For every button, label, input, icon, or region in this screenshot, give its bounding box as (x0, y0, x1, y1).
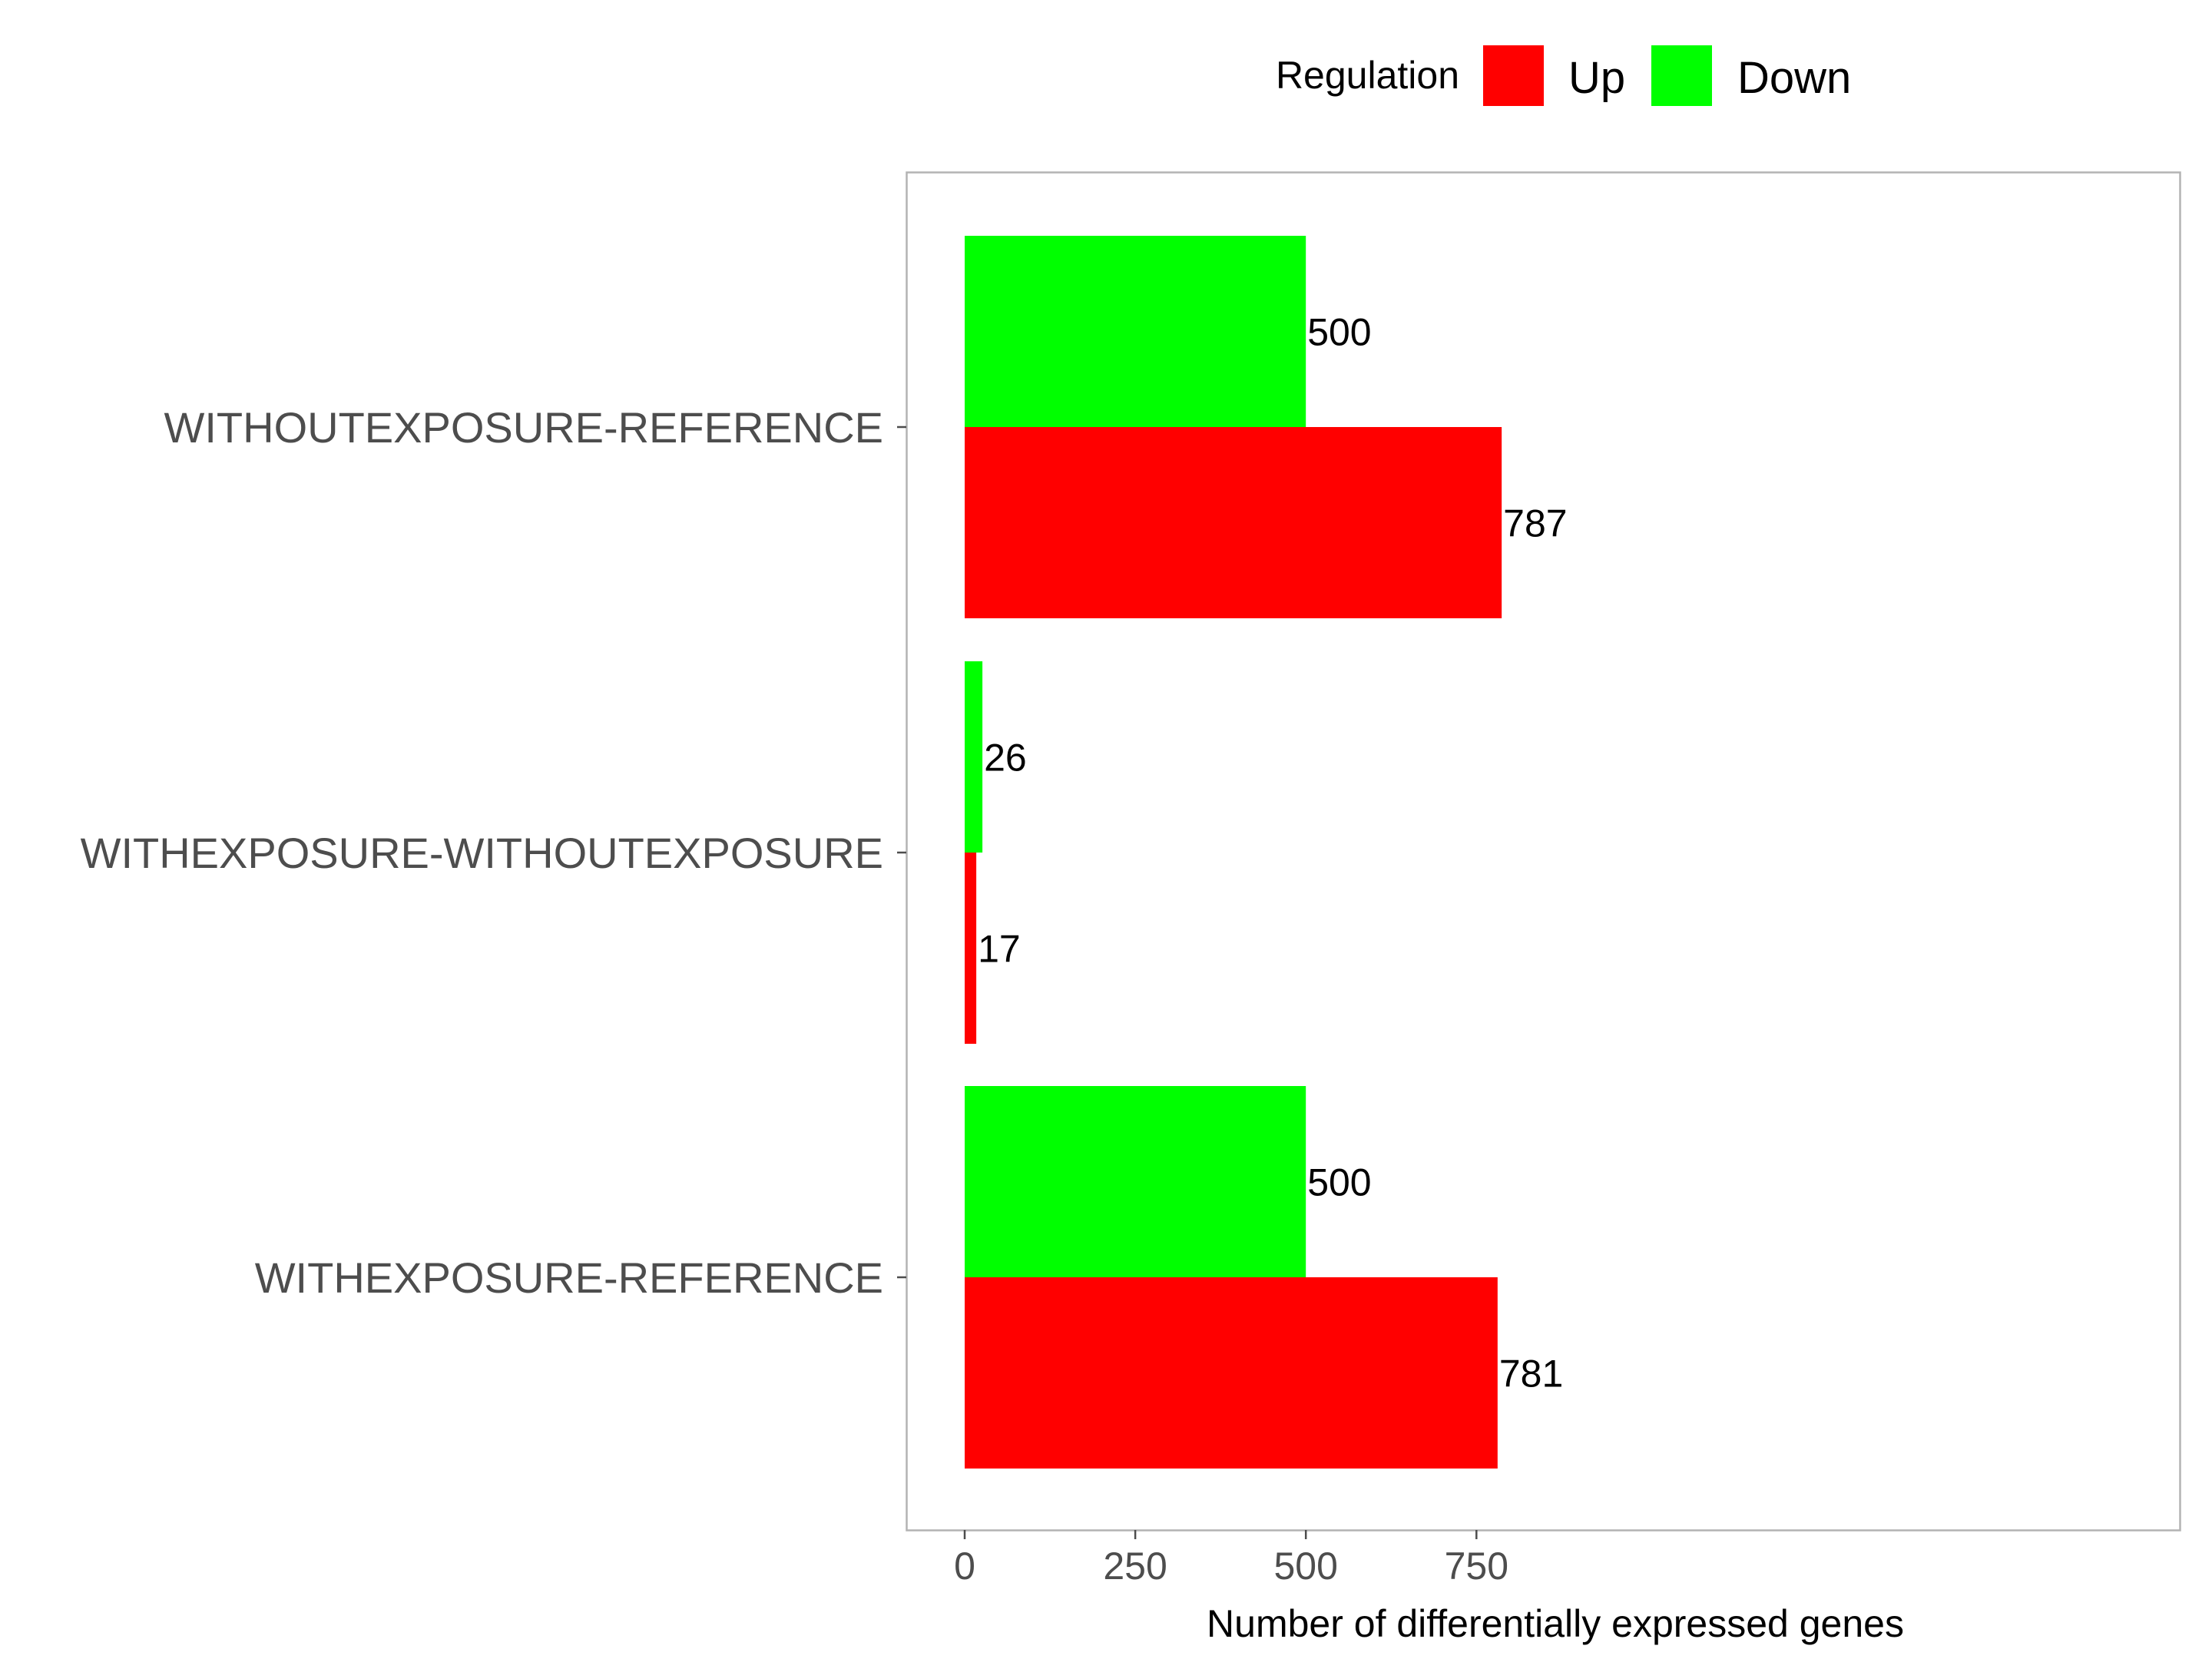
data-labels-layer: 500 787 26 17 500 781 (978, 311, 1568, 1396)
legend-key-up (1483, 45, 1544, 106)
bar-up-1 (965, 853, 977, 1044)
bar-down-2 (965, 1086, 1306, 1277)
bars-layer (965, 236, 1502, 1469)
legend-title: Regulation (1276, 54, 1459, 97)
bar-up-0 (965, 427, 1502, 618)
bar-up-2 (965, 1277, 1498, 1469)
legend: Regulation Up Down (1276, 45, 1851, 106)
legend-key-down (1651, 45, 1712, 106)
category-label-2: WITHEXPOSURE-REFERENCE (255, 1253, 883, 1302)
category-label-0: WITHOUTEXPOSURE-REFERENCE (164, 403, 884, 452)
x-tick-label-0: 0 (954, 1545, 975, 1588)
data-label-down-2: 500 (1307, 1161, 1371, 1204)
data-label-up-0: 787 (1503, 502, 1567, 545)
data-label-down-0: 500 (1307, 311, 1371, 354)
data-label-down-1: 26 (984, 737, 1027, 780)
x-tick-label-1: 250 (1103, 1545, 1167, 1588)
x-tick-label-2: 500 (1273, 1545, 1337, 1588)
data-label-up-2: 781 (1499, 1353, 1563, 1396)
legend-label-up: Up (1568, 53, 1625, 103)
bar-down-0 (965, 236, 1306, 427)
x-axis-title: Number of differentially expressed genes (1207, 1602, 1904, 1645)
category-label-1: WITHEXPOSURE-WITHOUTEXPOSURE (81, 829, 883, 877)
data-label-up-1: 17 (978, 928, 1021, 971)
bar-down-1 (965, 661, 983, 853)
legend-label-down: Down (1737, 53, 1851, 103)
x-tick-label-3: 750 (1445, 1545, 1508, 1588)
x-axis: 0 250 500 750 (954, 1530, 1508, 1588)
y-axis: WITHOUTEXPOSURE-REFERENCE WITHEXPOSURE-WI… (81, 403, 906, 1302)
plot-panel (906, 171, 2181, 1532)
